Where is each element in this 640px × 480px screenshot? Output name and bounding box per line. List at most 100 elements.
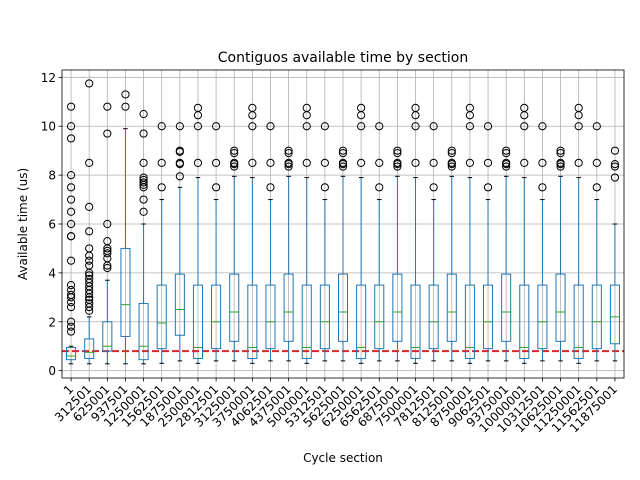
outlier-point — [610, 146, 620, 155]
chart-title: Contiguos available time by section — [218, 50, 468, 66]
iqr-box — [120, 247, 131, 337]
outlier-point — [103, 219, 112, 229]
outlier-point — [320, 183, 329, 192]
outlier-point — [103, 246, 112, 255]
outlier-point — [465, 122, 475, 131]
outlier-point — [230, 149, 239, 158]
box-10312501 — [537, 122, 548, 362]
outlier-point — [502, 158, 511, 167]
outlier-point — [193, 158, 203, 167]
outlier-point — [302, 122, 311, 131]
iqr-box — [138, 302, 149, 361]
outlier-point — [538, 158, 547, 167]
box-6250001 — [356, 103, 367, 364]
outlier-point — [357, 103, 366, 112]
box-3750001 — [247, 103, 258, 364]
outlier-point — [157, 158, 166, 167]
iqr-box — [410, 284, 421, 359]
outlier-point — [85, 227, 94, 236]
outlier-point — [429, 122, 438, 131]
outlier-point — [139, 109, 148, 119]
outlier-point — [66, 195, 76, 204]
y-tick-label: 10 — [41, 120, 56, 134]
outlier-point — [320, 122, 329, 131]
outlier-point — [502, 162, 511, 171]
box-11250001 — [573, 103, 584, 364]
outlier-point — [66, 232, 76, 241]
iqr-box — [211, 284, 222, 350]
box-10000001 — [519, 103, 530, 364]
outlier-point — [139, 195, 148, 204]
iqr-box — [609, 284, 620, 345]
box-2812501 — [211, 122, 222, 362]
iqr-box — [392, 273, 403, 342]
outlier-point — [66, 327, 76, 336]
outlier-point — [429, 158, 438, 167]
outlier-point — [139, 178, 148, 187]
outlier-point — [266, 122, 275, 131]
outlier-point — [103, 102, 112, 111]
outlier-point — [66, 219, 76, 229]
outlier-point — [85, 295, 94, 304]
iqr-box — [319, 284, 330, 350]
outlier-point — [103, 249, 112, 258]
outlier-point — [502, 149, 511, 158]
outlier-point — [284, 162, 293, 171]
outlier-point — [103, 237, 112, 246]
outlier-point — [393, 162, 402, 171]
outlier-point — [139, 207, 148, 216]
box-11562501 — [591, 122, 602, 362]
outlier-point — [483, 122, 493, 131]
iqr-box — [174, 273, 185, 336]
iqr-box — [537, 284, 548, 350]
outlier-point — [592, 183, 601, 192]
box-1250001 — [138, 109, 149, 365]
outlier-point — [574, 158, 583, 167]
outlier-point — [211, 183, 221, 192]
outlier-point — [483, 158, 493, 167]
outlier-point — [193, 103, 203, 112]
outlier-point — [429, 183, 438, 192]
outlier-point — [139, 129, 148, 138]
box-1562501 — [156, 122, 167, 364]
box-4375001 — [283, 146, 294, 362]
outlier-point — [465, 158, 475, 167]
outlier-point — [85, 79, 94, 88]
outlier-point — [447, 158, 456, 167]
outlier-point — [85, 256, 94, 265]
outlier-point — [139, 175, 148, 185]
outlier-point — [520, 103, 529, 112]
outlier-point — [610, 160, 620, 169]
y-tick-label: 8 — [48, 169, 56, 183]
outlier-point — [66, 102, 76, 111]
y-tick-label: 0 — [48, 364, 56, 378]
outlier-point — [302, 103, 311, 112]
outlier-point — [465, 103, 475, 112]
outlier-point — [375, 122, 384, 131]
outlier-point — [85, 158, 94, 167]
outlier-point — [230, 158, 239, 167]
iqr-box — [573, 284, 584, 359]
y-axis-ticks: 0 2 4 6 8 10 12 — [41, 71, 62, 378]
iqr-box — [247, 284, 258, 359]
outlier-point — [66, 207, 76, 216]
outlier-point — [538, 122, 547, 131]
outlier-point — [556, 162, 565, 171]
iqr-box — [283, 273, 294, 342]
outlier-point — [357, 122, 366, 131]
outlier-point — [66, 281, 76, 290]
outlier-point — [447, 146, 456, 155]
box-5312501 — [319, 122, 330, 362]
outlier-point — [211, 122, 221, 131]
outlier-point — [574, 103, 583, 112]
outlier-point — [66, 322, 76, 331]
outlier-point — [193, 122, 203, 131]
box-8125001 — [446, 146, 457, 362]
outlier-point — [175, 158, 184, 167]
box-4062501 — [265, 122, 276, 362]
outlier-point — [139, 158, 148, 167]
iqr-box — [555, 273, 566, 342]
iqr-box — [337, 273, 349, 342]
outlier-point — [66, 285, 76, 295]
iqr-box — [501, 273, 512, 342]
